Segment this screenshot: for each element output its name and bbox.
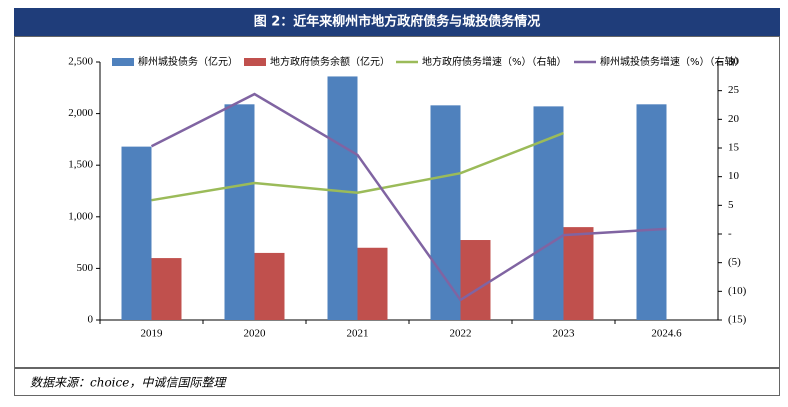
y-tick-label: 2,500 [68, 56, 93, 68]
chart-frame [14, 36, 780, 368]
y2-tick-label: 30 [728, 56, 740, 68]
y2-tick-label: 25 [728, 84, 740, 96]
y-tick-label: 1,500 [68, 159, 93, 171]
bar [151, 258, 182, 320]
legend-label: 柳州城投债务增速（%）（右轴） [600, 55, 745, 68]
y-tick-label: 0 [88, 314, 94, 326]
x-tick-label: 2021 [347, 328, 369, 340]
bar [430, 105, 461, 321]
x-tick-label: 2020 [244, 328, 267, 340]
y2-tick-label: - [728, 228, 732, 240]
y2-tick-label: (5) [728, 256, 741, 268]
bar [563, 227, 594, 320]
x-tick-label: 2023 [553, 328, 576, 340]
header-bar [14, 8, 780, 36]
y2-tick-label: (15) [728, 314, 747, 326]
legend-label: 柳州城投债务（亿元） [138, 55, 238, 68]
chart-title: 图 2：近年来柳州市地方政府债务与城投债务情况 [254, 14, 541, 30]
y2-tick-label: (10) [728, 285, 747, 297]
source: 数据来源：choice，中诚信国际整理 [30, 376, 227, 390]
y-tick-label: 2,000 [68, 107, 93, 119]
bar [224, 104, 255, 320]
y2-tick-label: 10 [728, 170, 740, 182]
bar [636, 104, 667, 320]
bar [327, 76, 358, 320]
bar [460, 240, 491, 320]
legend-swatch [244, 58, 266, 66]
y2-tick-label: 20 [728, 113, 740, 125]
x-tick-label: 2022 [450, 328, 472, 340]
bar [254, 252, 285, 320]
legend-label: 地方政府债务增速（%）（右轴） [422, 55, 567, 68]
plot: 0 500 1,000 1,500 2,000 2,500 (15) (10) (5) - 5 10 1… [68, 55, 746, 340]
bar [121, 146, 152, 320]
legend-label: 地方政府债务余额（亿元） [270, 55, 390, 68]
line [151, 131, 564, 202]
y2-tick-label: 15 [728, 142, 740, 154]
x-tick-label: 2019 [141, 328, 164, 340]
bar [357, 247, 388, 320]
y2-tick-label: 5 [728, 199, 734, 211]
y-tick-label: 1,000 [68, 210, 93, 222]
x-tick-label: 2024.6 [651, 328, 682, 340]
y-tick-label: 500 [77, 262, 94, 274]
legend-swatch [112, 58, 134, 66]
source-frame [14, 368, 780, 396]
line [150, 92, 667, 302]
